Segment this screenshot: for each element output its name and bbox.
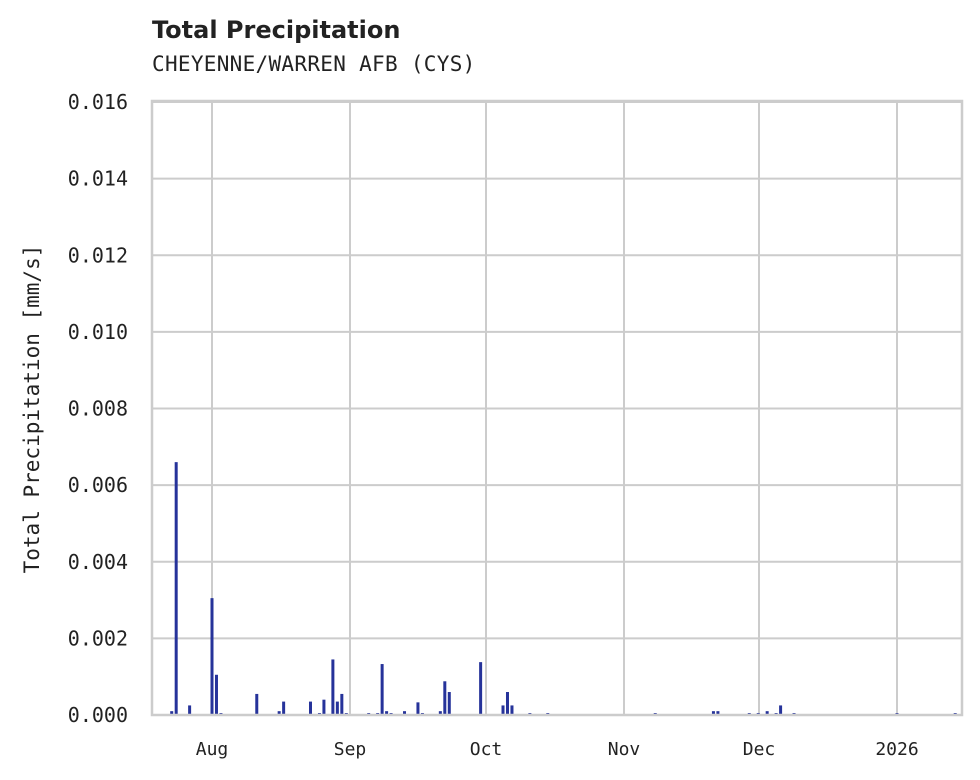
precip-bar xyxy=(255,693,259,715)
precip-bar xyxy=(210,598,214,715)
precip-bar xyxy=(308,701,312,715)
x-tick-label: Nov xyxy=(608,739,641,760)
precip-bar xyxy=(479,662,483,715)
x-tick-label: 2026 xyxy=(875,739,918,760)
x-tick-label: Aug xyxy=(196,739,229,760)
y-tick-label: 0.000 xyxy=(68,703,128,727)
precip-bar xyxy=(174,462,178,715)
precip-bar xyxy=(170,711,174,715)
y-tick-label: 0.014 xyxy=(68,167,128,191)
x-tick-label: Dec xyxy=(743,739,776,760)
precip-bar xyxy=(443,681,447,715)
precip-bar xyxy=(765,711,769,715)
precip-bar xyxy=(711,711,715,715)
plot-frame xyxy=(150,99,964,717)
precip-bar xyxy=(505,692,509,715)
x-tick-label: Sep xyxy=(334,739,367,760)
precip-bar xyxy=(335,701,339,715)
y-tick-label: 0.002 xyxy=(68,626,128,650)
precip-bar xyxy=(214,674,218,715)
precip-bar xyxy=(277,711,281,715)
precip-bar xyxy=(188,705,192,715)
y-axis-ticks: 0.000 0.002 0.004 0.006 0.008 0.010 0.012 0.014… xyxy=(68,90,128,727)
precip-bar xyxy=(380,664,384,715)
y-tick-label: 0.008 xyxy=(68,397,128,421)
y-tick-label: 0.004 xyxy=(68,550,128,574)
y-tick-label: 0.012 xyxy=(68,243,128,267)
precip-bar xyxy=(322,699,326,715)
y-tick-label: 0.016 xyxy=(68,90,128,114)
precip-bar xyxy=(779,705,783,715)
precip-bar xyxy=(716,711,720,715)
chart-subtitle: CHEYENNE/WARREN AFB (CYS) xyxy=(152,52,476,76)
precip-bar xyxy=(403,711,407,715)
precip-bar xyxy=(340,693,344,715)
precip-bar xyxy=(438,711,442,715)
chart-title: Total Precipitation xyxy=(152,16,401,44)
y-tick-label: 0.006 xyxy=(68,473,128,497)
precip-bar xyxy=(510,705,514,715)
precip-bar xyxy=(501,705,505,715)
y-tick-label: 0.010 xyxy=(68,320,128,344)
precip-bar xyxy=(416,702,420,715)
precip-bar xyxy=(331,659,335,715)
data-bars xyxy=(170,462,957,716)
precip-bar xyxy=(447,692,451,715)
x-tick-label: Oct xyxy=(470,739,503,760)
precip-bar xyxy=(282,701,286,715)
gridlines xyxy=(152,101,962,716)
precip-bar xyxy=(385,711,389,715)
x-axis-ticks: Aug Sep Oct Nov Dec 2026 xyxy=(196,739,919,760)
